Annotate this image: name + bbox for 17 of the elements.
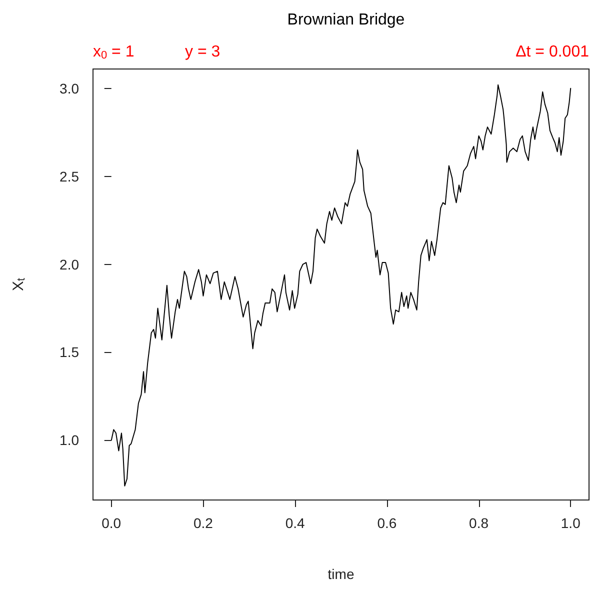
text: y = 3	[185, 44, 220, 60]
x-tick-label: 0.8	[469, 515, 489, 531]
x-tick-label: 0.2	[193, 515, 214, 531]
chart-title: Brownian Bridge	[287, 12, 405, 28]
y-tick-label: 1.0	[60, 432, 80, 448]
y-tick-label: 3.0	[60, 80, 80, 96]
y-axis-title: Xt	[10, 278, 28, 292]
line-series	[110, 84, 572, 486]
text: Δt = 0.001	[516, 44, 590, 60]
y-tick-label: 2.5	[60, 168, 80, 184]
x-axis-title: time	[328, 566, 354, 582]
x-tick-label: 0.6	[377, 515, 397, 531]
y-tick-label: 1.5	[60, 344, 80, 360]
x-tick-label: 0.4	[285, 515, 306, 531]
y-tick-label: 2.0	[60, 256, 80, 272]
x-tick-label: 0.0	[102, 515, 122, 531]
x-tick-label: 1.0	[560, 515, 581, 531]
